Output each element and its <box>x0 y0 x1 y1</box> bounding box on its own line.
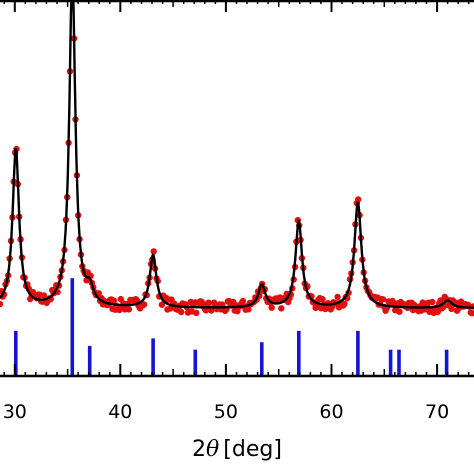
data-point <box>429 298 436 306</box>
data-point <box>140 301 148 308</box>
data-point <box>468 310 474 317</box>
x-axis-label-symbol: θ <box>206 437 219 462</box>
fit-line <box>0 0 474 309</box>
data-point <box>110 297 118 304</box>
reference-bar <box>397 349 401 376</box>
reference-bar <box>193 349 198 376</box>
reference-bars <box>14 278 449 376</box>
data-point <box>178 308 185 316</box>
data-point <box>396 308 403 315</box>
reference-bar <box>151 338 155 376</box>
data-point <box>341 300 348 308</box>
data-point <box>125 306 133 313</box>
data-point <box>239 297 247 305</box>
data-point <box>437 297 444 304</box>
data-point <box>379 296 387 303</box>
x-tick-label: 70 <box>425 401 449 423</box>
reference-bar <box>297 330 301 376</box>
reference-bar <box>70 278 75 376</box>
x-axis-label: 2θ [deg] <box>192 437 282 462</box>
reference-bar <box>388 349 393 376</box>
data-point <box>278 305 285 312</box>
data-point <box>268 304 275 311</box>
reference-bar <box>260 342 264 376</box>
x-tick-label: 30 <box>3 401 27 423</box>
data-point <box>150 248 157 255</box>
data-point <box>205 299 212 306</box>
data-point <box>319 295 326 303</box>
reference-bar <box>356 330 360 376</box>
data-point <box>434 308 441 316</box>
reference-bar <box>14 330 18 376</box>
data-point <box>355 196 362 203</box>
data-point <box>448 305 455 313</box>
x-axis-label-unit: [deg] <box>223 437 282 462</box>
data-point <box>334 293 341 301</box>
reference-bar <box>87 345 92 376</box>
data-point <box>193 309 200 316</box>
x-axis-label-prefix: 2 <box>192 437 206 462</box>
x-tick-label: 40 <box>108 401 132 423</box>
data-point <box>40 292 48 299</box>
x-tick-label: 50 <box>214 401 238 423</box>
x-ticks: 30 40 50 60 70 <box>3 0 470 423</box>
data-point <box>245 306 252 313</box>
reference-bar <box>444 349 449 376</box>
x-tick-label: 60 <box>319 401 343 423</box>
data-point <box>0 300 4 308</box>
